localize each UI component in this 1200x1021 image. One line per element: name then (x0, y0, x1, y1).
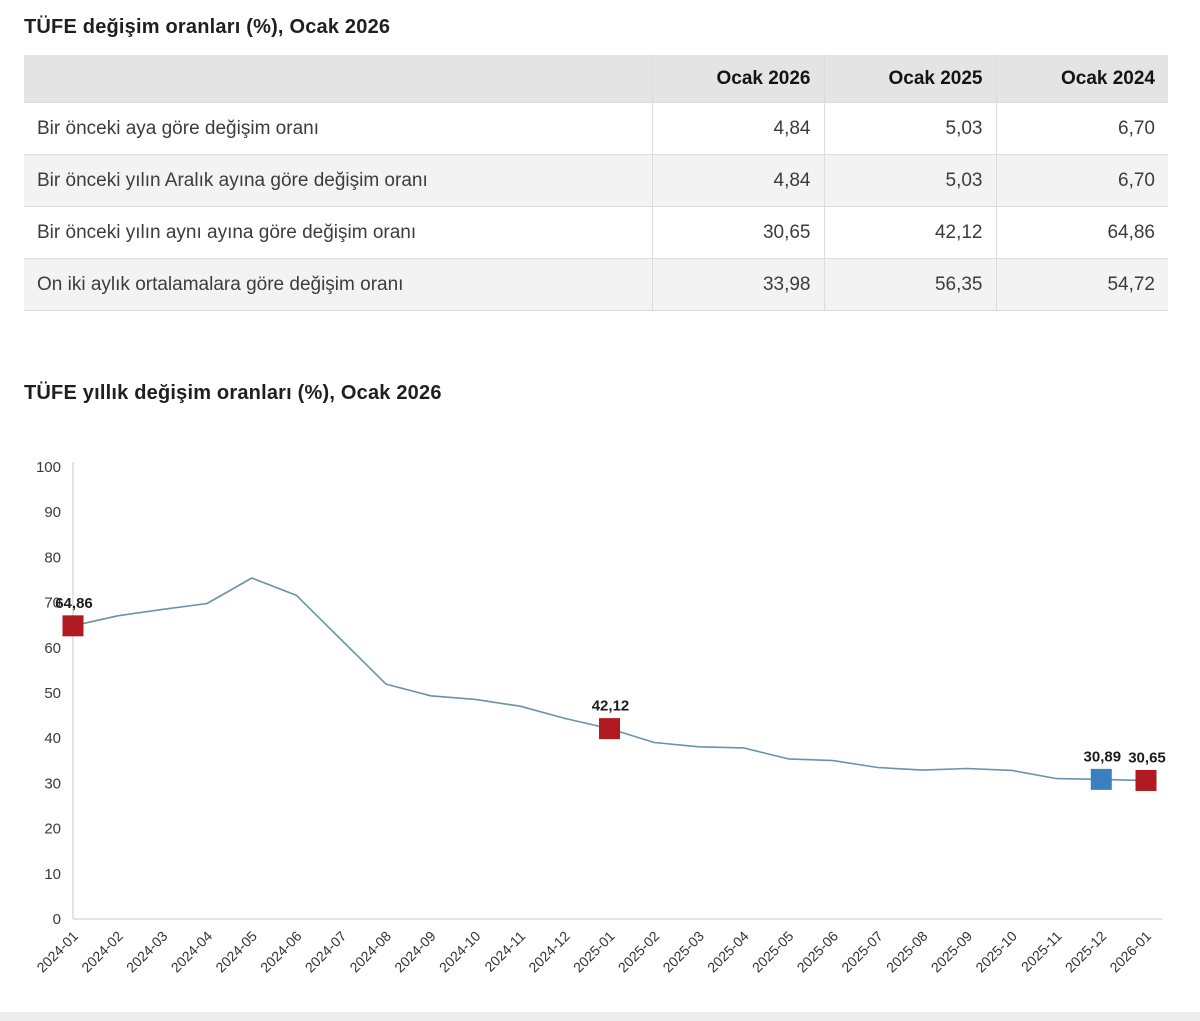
chart-title: TÜFE yıllık değişim oranları (%), Ocak 2… (24, 382, 442, 404)
annual-rate-chart-area: 0 10 20 30 40 50 60 70 80 90 100 2024-01 2024-02 2024… (0, 440, 1200, 1015)
cell-value: 33,98 (651, 258, 825, 311)
x-tick-label: 2025-09 (928, 928, 976, 976)
data-point-marker-2025-01 (599, 718, 620, 740)
x-tick-label: 2025-11 (1018, 928, 1065, 975)
data-point-label-2026-01: 30,65 (1128, 749, 1166, 766)
y-tick-label: 10 (44, 866, 61, 883)
table-row: On iki aylık ortalamalara göre değişim o… (24, 258, 1168, 311)
row-label-12-month-average: On iki aylık ortalamalara göre değişim o… (24, 258, 653, 311)
x-tick-label: 2024-08 (346, 928, 394, 976)
x-tick-label: 2024-09 (391, 928, 439, 976)
data-point-label-2025-12: 30,89 (1084, 748, 1122, 765)
y-tick-label: 70 (44, 595, 61, 612)
table-title: TÜFE değişim oranları (%), Ocak 2026 (24, 16, 391, 38)
x-tick-label: 2025-03 (659, 928, 707, 976)
cell-value: 56,35 (823, 258, 997, 311)
data-point-marker-2026-01 (1135, 769, 1157, 791)
x-tick-label: 2025-08 (883, 928, 931, 976)
row-label-annual-change: Bir önceki yılın aynı ayına göre değişim… (24, 206, 653, 259)
x-tick-label: 2024-12 (525, 928, 573, 976)
x-tick-label: 2024-07 (302, 928, 350, 976)
cell-value: 54,72 (995, 258, 1168, 311)
cell-value: 42,12 (823, 206, 997, 259)
table-row: Bir önceki yılın Aralık ayına göre değiş… (24, 154, 1168, 207)
x-tick-label: 2024-11 (481, 928, 528, 975)
x-tick-label: 2024-03 (123, 928, 171, 976)
column-header-ocak-2026: Ocak 2026 (651, 55, 825, 103)
row-label-monthly-change: Bir önceki aya göre değişim oranı (24, 102, 653, 155)
y-tick-label: 50 (44, 685, 61, 702)
cell-value: 6,70 (995, 102, 1168, 155)
table-row: Bir önceki yılın aynı ayına göre değişim… (24, 206, 1168, 259)
data-point-marker-2024-01 (62, 615, 84, 637)
x-tick-label: 2025-02 (615, 928, 663, 976)
data-point-label-2025-01: 42,12 (592, 698, 630, 715)
page-bottom-strip (0, 1012, 1200, 1021)
x-tick-label: 2025-05 (749, 928, 797, 976)
y-tick-label: 40 (44, 730, 61, 747)
cell-value: 5,03 (823, 102, 997, 155)
cpi-rates-table: Ocak 2026 Ocak 2025 Ocak 2024 Bir önceki… (24, 55, 1168, 311)
table-header-row: Ocak 2026 Ocak 2025 Ocak 2024 (24, 55, 1168, 103)
cell-value: 5,03 (823, 154, 997, 207)
table-row: Bir önceki aya göre değişim oranı 4,84 5… (24, 102, 1168, 155)
column-header-indicator (24, 55, 653, 103)
data-point-marker-2025-12 (1090, 768, 1112, 790)
column-header-ocak-2025: Ocak 2025 (823, 55, 997, 103)
cell-value: 4,84 (651, 102, 825, 155)
y-tick-label: 30 (44, 775, 61, 792)
cell-value: 30,65 (651, 206, 825, 259)
x-tick-label: 2024-04 (168, 928, 216, 976)
x-tick-label: 2025-12 (1062, 928, 1110, 976)
x-tick-label: 2025-10 (972, 928, 1020, 976)
x-tick-label: 2025-04 (704, 928, 752, 976)
y-tick-label: 90 (44, 504, 61, 521)
y-tick-label: 0 (53, 911, 61, 928)
annual-rate-chart: 01020304050607080901002024-012024-022024… (33, 459, 1166, 976)
x-tick-label: 2025-07 (838, 928, 886, 976)
y-tick-label: 80 (44, 549, 61, 566)
y-tick-label: 100 (36, 459, 61, 476)
cell-value: 6,70 (995, 154, 1168, 207)
cell-value: 4,84 (651, 154, 825, 207)
data-point-label-2024-01: 64,86 (55, 595, 93, 612)
row-label-change-vs-december: Bir önceki yılın Aralık ayına göre değiş… (24, 154, 653, 207)
x-tick-label: 2024-05 (212, 928, 260, 976)
column-header-ocak-2024: Ocak 2024 (995, 55, 1168, 103)
x-tick-label: 2024-02 (78, 928, 126, 976)
cell-value: 64,86 (995, 206, 1168, 259)
x-tick-label: 2025-01 (570, 928, 618, 976)
x-tick-label: 2026-01 (1106, 928, 1154, 976)
cpi-series-line (72, 577, 1147, 782)
x-tick-label: 2024-10 (436, 928, 484, 976)
y-tick-label: 20 (44, 821, 61, 838)
y-tick-label: 60 (44, 640, 61, 657)
x-tick-label: 2024-01 (33, 928, 81, 976)
x-tick-label: 2025-06 (794, 928, 842, 976)
x-tick-label: 2024-06 (257, 928, 305, 976)
